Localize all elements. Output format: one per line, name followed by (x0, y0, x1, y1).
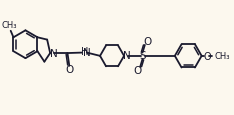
Text: CH₃: CH₃ (215, 52, 230, 61)
Text: O: O (65, 65, 73, 75)
Text: H: H (81, 46, 88, 56)
Text: O: O (133, 66, 142, 76)
Text: CH₃: CH₃ (2, 21, 17, 30)
Text: O: O (143, 37, 152, 47)
Text: N: N (50, 49, 57, 59)
Text: S: S (139, 51, 146, 61)
Text: N: N (123, 51, 131, 61)
Text: N: N (83, 48, 91, 58)
Text: O: O (203, 51, 211, 61)
